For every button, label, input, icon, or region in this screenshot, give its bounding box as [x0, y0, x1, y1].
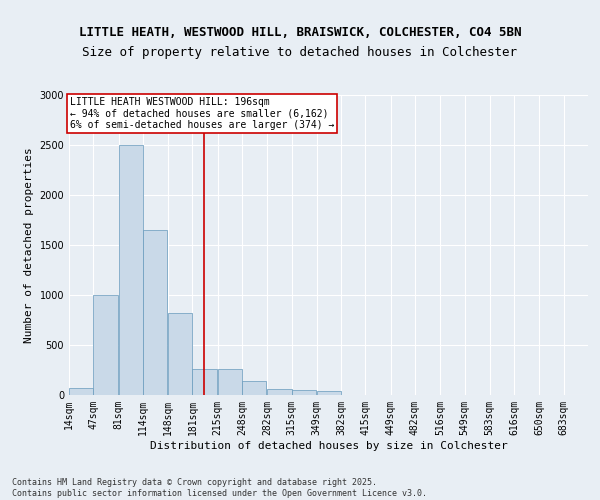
- Bar: [94, 295, 118, 395]
- Bar: [292, 390, 316, 395]
- Bar: [218, 369, 242, 395]
- Bar: [317, 391, 341, 395]
- Bar: [119, 145, 143, 395]
- Bar: [242, 381, 266, 395]
- Text: Size of property relative to detached houses in Colchester: Size of property relative to detached ho…: [83, 46, 517, 59]
- Bar: [69, 388, 94, 395]
- Bar: [168, 313, 193, 395]
- Y-axis label: Number of detached properties: Number of detached properties: [24, 147, 34, 343]
- Text: LITTLE HEATH WESTWOOD HILL: 196sqm
← 94% of detached houses are smaller (6,162)
: LITTLE HEATH WESTWOOD HILL: 196sqm ← 94%…: [70, 97, 334, 130]
- Bar: [267, 388, 292, 395]
- Text: LITTLE HEATH, WESTWOOD HILL, BRAISWICK, COLCHESTER, CO4 5BN: LITTLE HEATH, WESTWOOD HILL, BRAISWICK, …: [79, 26, 521, 39]
- Bar: [193, 369, 217, 395]
- Bar: [143, 230, 167, 395]
- Text: Contains HM Land Registry data © Crown copyright and database right 2025.
Contai: Contains HM Land Registry data © Crown c…: [12, 478, 427, 498]
- X-axis label: Distribution of detached houses by size in Colchester: Distribution of detached houses by size …: [149, 440, 508, 450]
